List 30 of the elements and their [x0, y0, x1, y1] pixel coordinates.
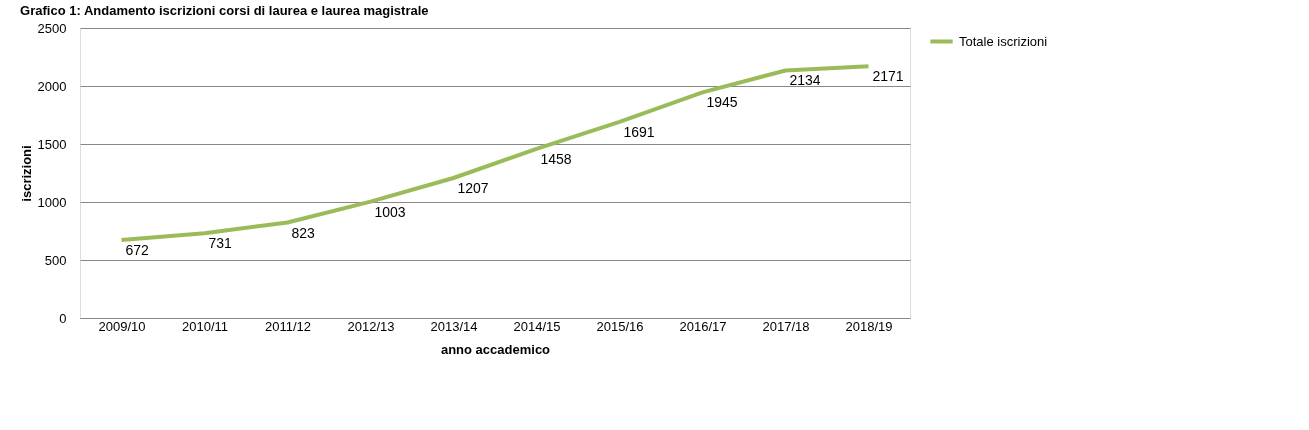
- data-label: 1691: [623, 123, 655, 140]
- data-label: 1003: [374, 203, 406, 220]
- x-tick-label: 2013/14: [430, 318, 478, 334]
- x-tick-label: 2014/15: [513, 318, 561, 334]
- x-axis-title: anno accademico: [440, 341, 551, 357]
- x-tick-label: 2011/12: [264, 318, 312, 334]
- y-tick-label: 2000: [37, 78, 67, 94]
- y-tick-label: 1000: [37, 194, 67, 210]
- y-tick-label: 2500: [37, 20, 67, 36]
- x-tick-label: 2016/17: [679, 318, 727, 334]
- chart-title: Grafico 1: Andamento iscrizioni corsi di laurea e laurea magistrale: [20, 3, 429, 18]
- y-axis-title: iscrizioni: [18, 145, 34, 202]
- y-tick-label: 1500: [37, 136, 67, 152]
- x-tick-label: 2015/16: [596, 318, 644, 334]
- data-label: 823: [291, 224, 316, 241]
- x-tick-label: 2010/11: [181, 318, 229, 334]
- data-label: 731: [208, 235, 233, 252]
- data-label: 1945: [706, 94, 738, 111]
- legend-label: Totale iscrizioni: [959, 33, 1048, 49]
- data-label: 2134: [789, 72, 821, 89]
- x-tick-label: 2017/18: [762, 318, 810, 334]
- x-tick-label: 2009/10: [98, 318, 146, 334]
- x-tick-label: 2012/13: [347, 318, 395, 334]
- y-tick-label: 0: [59, 310, 67, 326]
- y-tick-label: 500: [44, 252, 67, 268]
- data-label: 2171: [872, 68, 904, 85]
- data-label: 1207: [457, 179, 489, 196]
- x-tick-label: 2018/19: [845, 318, 893, 334]
- data-label: 672: [125, 242, 150, 259]
- data-label: 1458: [540, 150, 572, 167]
